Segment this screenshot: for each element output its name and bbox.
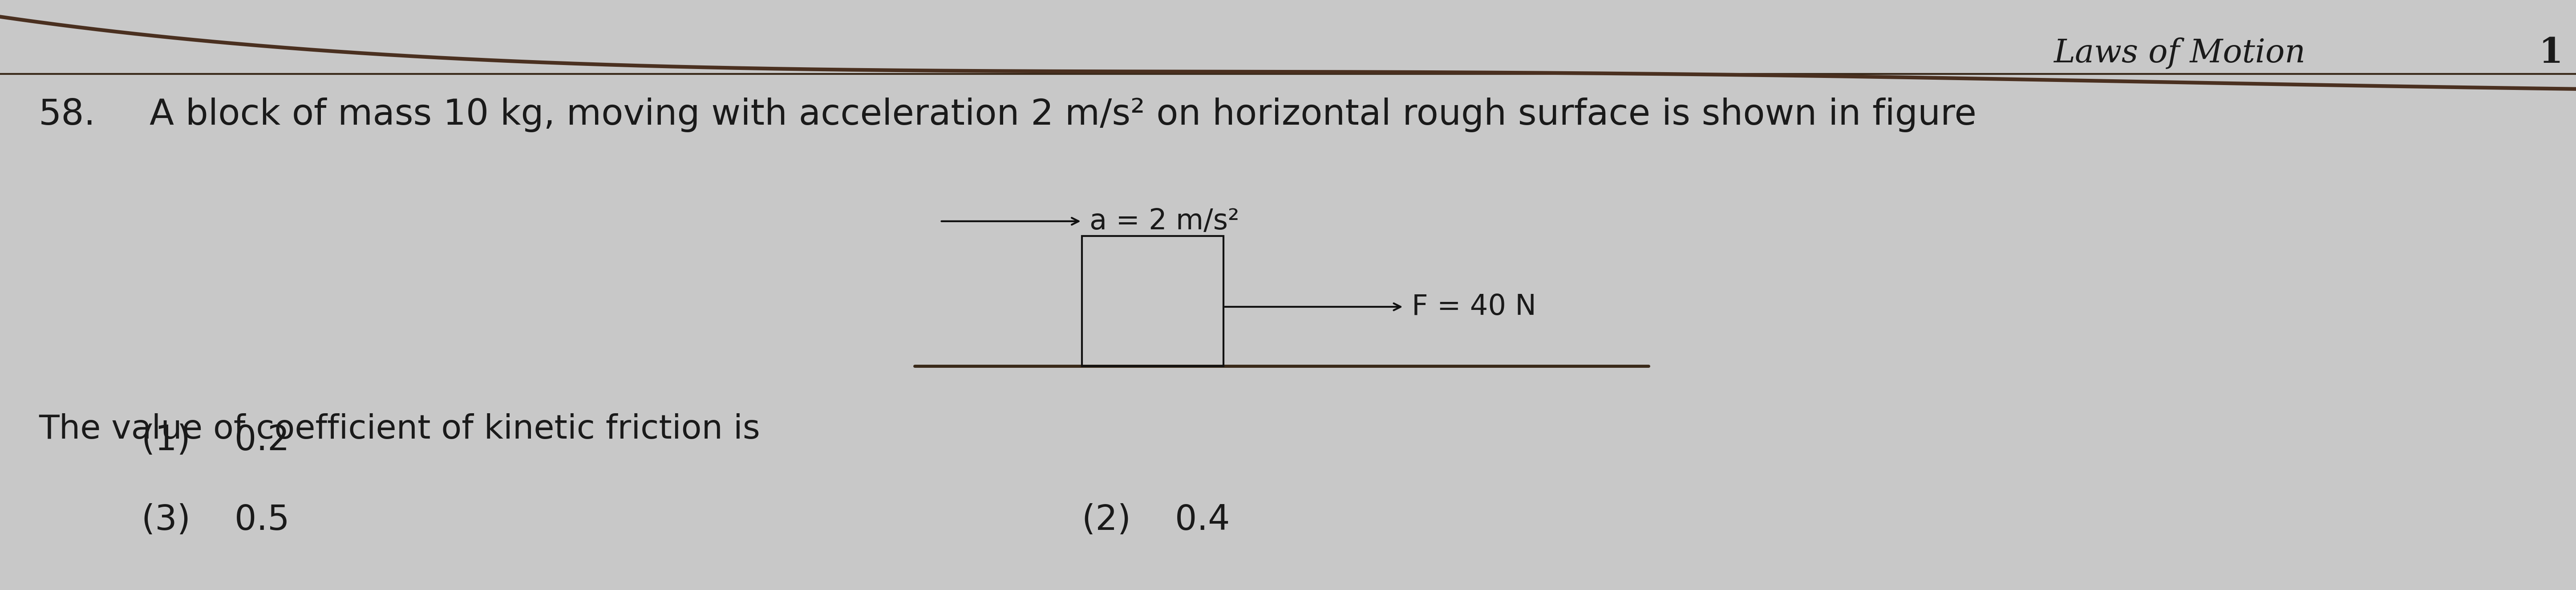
Text: 58.: 58. xyxy=(39,97,95,132)
Text: (1)    0.2: (1) 0.2 xyxy=(142,424,289,457)
Text: The value of coefficient of kinetic friction is: The value of coefficient of kinetic fric… xyxy=(39,413,760,445)
Text: (3)    0.5: (3) 0.5 xyxy=(142,503,289,537)
Text: A block of mass 10 kg, moving with acceleration 2 m/s² on horizontal rough surfa: A block of mass 10 kg, moving with accel… xyxy=(149,97,1976,132)
Text: 1: 1 xyxy=(2540,36,2563,70)
Text: F = 40 N: F = 40 N xyxy=(1412,293,1535,320)
Text: a = 2 m/s²: a = 2 m/s² xyxy=(1090,208,1239,235)
Text: Laws of Motion: Laws of Motion xyxy=(2053,37,2306,69)
Text: (2)    0.4: (2) 0.4 xyxy=(1082,503,1229,537)
Bar xyxy=(1082,236,1224,366)
